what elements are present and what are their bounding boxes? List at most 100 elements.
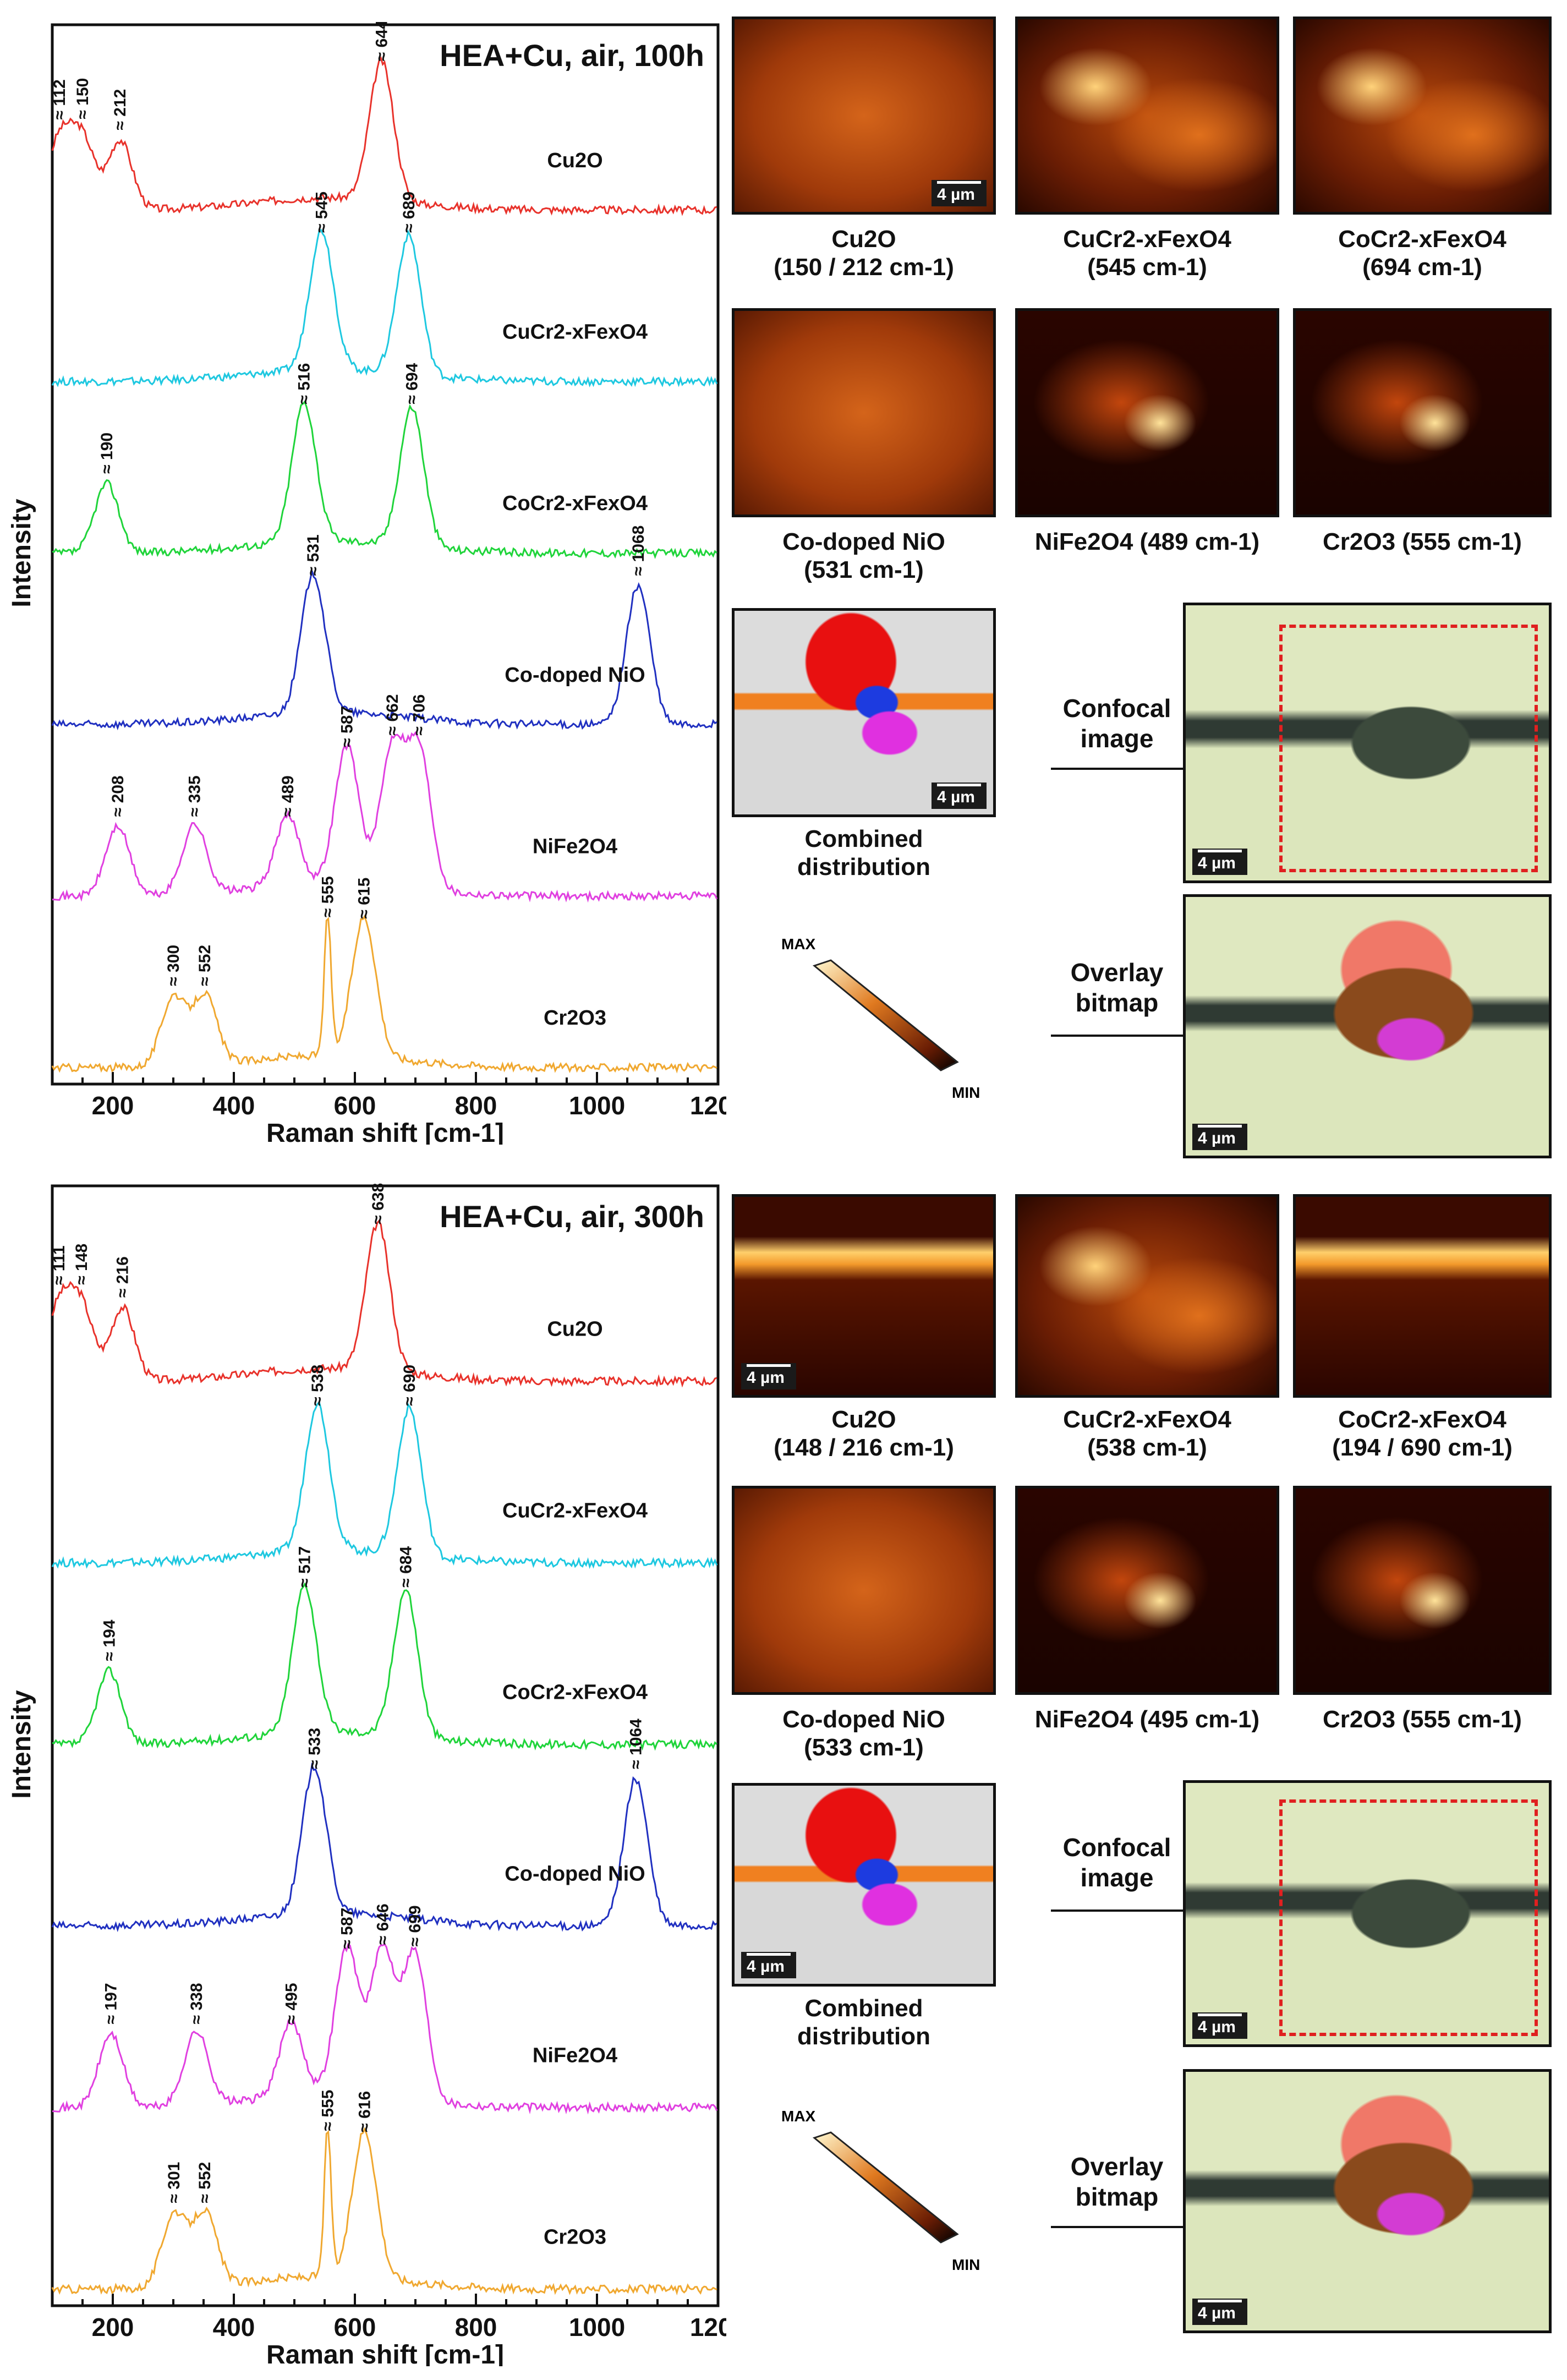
map-label-cocr-100h: CoCr2-xFexO4 (694 cm-1) [1338,226,1506,281]
scale-gradient [812,959,959,1071]
map-label-nio-300h: Co-doped NiO (533 cm-1) [782,1706,945,1761]
x-tick-label: 400 [213,2313,255,2341]
map-label-nife-100h: NiFe2O4 (489 cm-1) [1034,528,1260,555]
series-label: Cr2O3 [544,1006,606,1030]
peak-label: ≈ 208 [109,775,127,817]
peak-label: ≈ 516 [295,363,314,404]
peak-label: ≈ 489 [279,775,297,817]
map-nife-300h [1015,1486,1279,1695]
scale-min-label: MIN [952,2256,980,2273]
series-line-0 [51,1219,717,1388]
peak-label: ≈ 706 [410,694,429,736]
peak-label: ≈ 495 [283,1983,301,2024]
y-axis-label: Intensity [7,499,36,608]
map-cu2o-100h: 4 µm [732,17,996,215]
map-label-cu2o-300h: Cu2O (148 / 216 cm-1) [774,1406,954,1461]
scale-bar: 4 µm [741,1363,796,1389]
scale-bar: 4 µm [1192,2299,1247,2325]
map-nio-300h [732,1486,996,1695]
series-line-3 [51,570,717,731]
overlay-pointer-300h [1051,2226,1183,2228]
peak-label: ≈ 338 [188,1983,206,2024]
map-cocr-100h [1293,17,1552,215]
x-tick-label: 1200 [690,1091,726,1120]
peak-label: ≈ 194 [100,1620,118,1661]
peak-label: ≈ 616 [356,2091,374,2132]
series-line-1 [51,1400,718,1569]
x-tick-label: 1200 [690,2313,726,2341]
series-label: CoCr2-xFexO4 [502,492,648,515]
series-label: Cu2O [547,1318,602,1341]
scale-max-label: MAX [781,2108,816,2125]
scale-bar: 4 µm [741,1952,796,1978]
peak-label: ≈ 555 [319,876,337,917]
y-axis-label: Intensity [7,1690,36,1799]
peak-label: ≈ 112 [51,79,69,119]
overlay-label-300h: Overlay bitmap [1070,2152,1164,2212]
series-label: Cu2O [547,149,602,172]
confocal-pointer-100h [1051,768,1183,770]
scale-bar: 4 µm [932,180,987,206]
peak-label: ≈ 1064 [627,1719,645,1769]
raman-chart-100h: HEA+Cu, air, 100h 200 400 600 800 1000 1200 Ram… [0,22,726,1145]
map-cucr-100h [1015,17,1279,215]
map-label-cucr-100h: CuCr2-xFexO4 (545 cm-1) [1063,226,1231,281]
series-line-0 [51,56,717,216]
map-label-nio-100h: Co-doped NiO (531 cm-1) [782,528,945,583]
map-cu2o-300h: 4 µm [732,1194,996,1398]
raman-chart-300h-svg: HEA+Cu, air, 300h 200 400 600 800 1000 1200 Ram… [7,1183,726,2366]
confocal-pointer-300h [1051,1910,1183,1912]
series-line-4 [52,1943,718,2115]
series-label: CuCr2-xFexO4 [502,1500,648,1523]
dashed-box [1279,625,1538,872]
peak-label: ≈ 111 [50,1245,68,1285]
series-line-1 [51,228,718,387]
scale-bar: 4 µm [1192,2012,1247,2039]
peak-label: ≈ 197 [102,1983,120,2024]
scale-min-label: MIN [952,1084,980,1101]
scale-max-label: MAX [781,935,816,953]
map-label-combined-300h: Combined distribution [797,1995,930,2050]
overlay-bitmap-100h: 4 µm [1183,894,1552,1158]
map-cr2o3-300h [1293,1486,1552,1695]
map-combined-300h: 4 µm [732,1783,996,1987]
peak-label: ≈ 638 [369,1183,387,1224]
confocal-label-100h: Confocal image [1062,694,1171,753]
peak-label: ≈ 335 [186,775,204,817]
x-tick-label: 800 [455,1091,497,1120]
peak-label: ≈ 545 [313,192,331,233]
series-line-5 [51,915,717,1074]
peak-label: ≈ 300 [165,945,183,986]
series-label: Cr2O3 [544,2226,606,2249]
peak-label: ≈ 684 [397,1546,415,1588]
peak-label: ≈ 587 [338,1908,357,1949]
overlay-label-100h: Overlay bitmap [1070,958,1164,1017]
peak-label: ≈ 689 [400,192,418,233]
peak-label: ≈ 555 [319,2090,337,2131]
chart-title: HEA+Cu, air, 100h [440,38,704,73]
peak-label: ≈ 148 [73,1244,91,1285]
series-label: NiFe2O4 [533,2044,617,2067]
peak-label: ≈ 533 [305,1728,324,1769]
series-line-3 [51,1762,717,1933]
map-cr2o3-100h [1293,308,1552,517]
x-tick-label: 1000 [569,1091,625,1120]
peak-label: ≈ 615 [355,878,374,919]
peak-label: ≈ 587 [338,706,357,747]
map-label-cucr-300h: CuCr2-xFexO4 (538 cm-1) [1063,1406,1231,1461]
scale-bar: 4 µm [1192,1124,1247,1150]
map-combined-100h: 4 µm [732,608,996,817]
x-tick-label: 1000 [569,2313,625,2341]
map-label-cr2o3-100h: Cr2O3 (555 cm-1) [1323,528,1522,555]
x-tick-label: 600 [334,2313,376,2341]
map-label-cu2o-100h: Cu2O (150 / 212 cm-1) [774,226,954,281]
peak-label: ≈ 552 [196,945,214,986]
raman-chart-300h: HEA+Cu, air, 300h 200 400 600 800 1000 1200 Ram… [0,1183,726,2366]
peak-label: ≈ 690 [401,1365,419,1406]
chart-title: HEA+Cu, air, 300h [440,1199,704,1234]
x-tick-label: 200 [92,1091,134,1120]
peak-label: ≈ 301 [165,2162,183,2203]
scale-gradient [812,2131,959,2244]
peak-label: ≈ 538 [309,1365,327,1406]
peak-label: ≈ 699 [406,1905,424,1946]
